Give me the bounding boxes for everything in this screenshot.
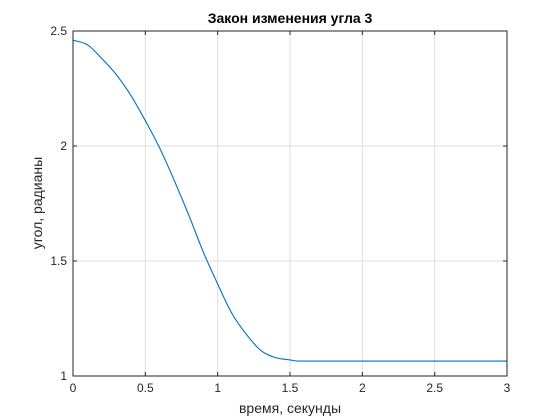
- y-axis-label: угол, радианы: [29, 157, 45, 249]
- y-tick-label: 1.5: [50, 254, 67, 268]
- x-tick-label: 2.5: [426, 381, 443, 395]
- series-group: [72, 39, 507, 362]
- y-tick-label: 2.5: [50, 24, 67, 38]
- x-tick-label: 0: [70, 381, 77, 395]
- series-line: [72, 39, 507, 362]
- y-tick-label: 1: [60, 369, 67, 383]
- y-tick-label: 2: [60, 139, 67, 153]
- x-axis-label: время, секунды: [239, 400, 341, 416]
- chart-title: Закон изменения угла 3: [208, 10, 373, 26]
- x-tick-label: 1.5: [282, 381, 299, 395]
- x-tick-label: 1: [214, 381, 221, 395]
- ticks: 0 0.5 1 1.5 2 2.5 3 1 1.5 2 2.5: [50, 24, 510, 395]
- x-tick-label: 0.5: [137, 381, 154, 395]
- x-tick-label: 3: [504, 381, 511, 395]
- grid: [73, 31, 507, 376]
- x-tick-label: 2: [359, 381, 366, 395]
